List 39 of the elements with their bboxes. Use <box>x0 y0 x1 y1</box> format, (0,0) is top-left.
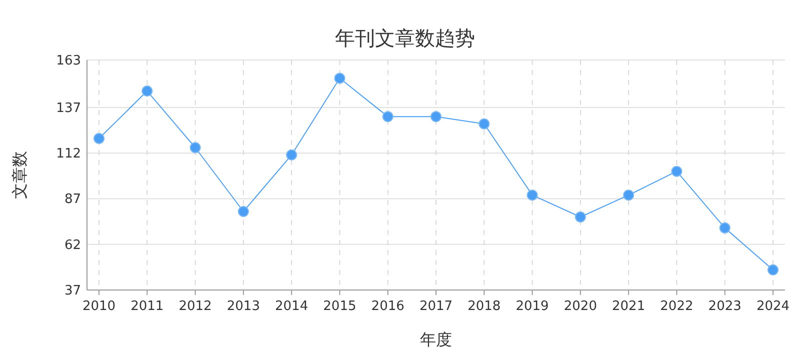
x-tick-label: 2010 <box>82 299 116 314</box>
point <box>334 72 346 84</box>
chart-title: 年刊文章数趋势 <box>335 26 475 50</box>
point <box>623 190 634 201</box>
y-tick-label: 62 <box>64 238 81 253</box>
x-axis-title: 年度 <box>420 330 452 349</box>
point <box>238 206 249 218</box>
x-tick-label: 2020 <box>564 299 597 314</box>
point <box>430 111 442 122</box>
point <box>142 86 153 97</box>
y-tick-label: 137 <box>56 100 81 116</box>
x-tick-label: 2016 <box>371 299 404 314</box>
point <box>768 264 778 276</box>
x-tick-label: 2022 <box>660 299 694 314</box>
y-tick-label: 37 <box>64 284 81 298</box>
point <box>190 142 201 154</box>
x-tick-label: 2017 <box>419 299 453 314</box>
y-tick-label: 87 <box>64 192 81 208</box>
point <box>671 166 682 177</box>
y-tick-label: 163 <box>56 54 81 68</box>
x-tick-label: 2015 <box>323 299 356 314</box>
x-tick-label: 2021 <box>612 299 646 314</box>
x-tick-label: 2023 <box>708 299 742 314</box>
x-tick-label: 2013 <box>226 299 260 314</box>
point <box>94 132 104 144</box>
point <box>478 118 490 130</box>
x-tick-label: 2012 <box>178 299 212 314</box>
x-tick-label: 2011 <box>130 299 164 314</box>
point <box>382 111 394 122</box>
x-tick-label: 2024 <box>756 299 790 314</box>
point <box>719 222 730 234</box>
x-tick-label: 2014 <box>275 299 308 314</box>
y-tick-label: 112 <box>56 146 81 162</box>
y-axis-title: 文章数 <box>10 151 29 199</box>
point <box>526 190 538 201</box>
x-tick-label: 2018 <box>468 299 501 314</box>
point <box>286 149 298 160</box>
x-tick-label: 2019 <box>516 299 549 314</box>
point <box>574 211 586 222</box>
